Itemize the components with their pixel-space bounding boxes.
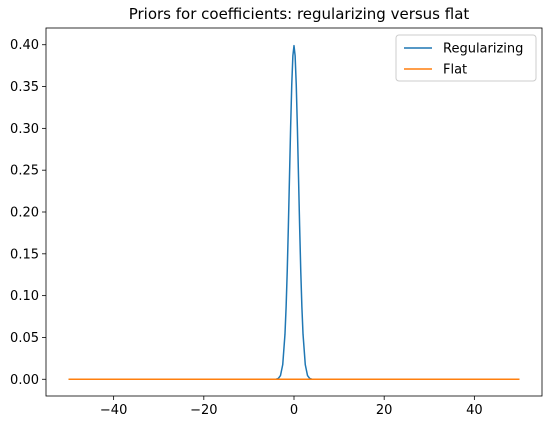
y-tick-label: 0.10 (10, 289, 39, 304)
x-tick-label: 0 (290, 403, 298, 418)
y-tick-label: 0.35 (10, 80, 39, 95)
y-tick-label: 0.25 (10, 164, 39, 179)
x-tick-label: −20 (190, 403, 217, 418)
plot-layer (68, 44, 520, 381)
series-line-regularizing (68, 44, 520, 381)
x-tick-label: −40 (100, 403, 127, 418)
x-tick-label: 20 (376, 403, 393, 418)
chart-title: Priors for coefficients: regularizing ve… (129, 5, 470, 23)
legend: Regularizing Flat (395, 34, 537, 82)
legend-label: Flat (443, 63, 467, 78)
y-tick-label: 0.20 (10, 206, 39, 221)
legend-label: Regularizing (443, 42, 523, 57)
y-tick-label: 0.30 (10, 122, 39, 137)
y-tick-label: 0.15 (10, 247, 39, 262)
axes-frame (45, 27, 543, 397)
y-tick-label: 0.05 (10, 331, 39, 346)
axes-layer: −40 −20 0 20 40 0.00 0.05 0.10 0.15 0.20 0.25 0.30 0… (10, 27, 543, 418)
x-tick-label: 40 (466, 403, 483, 418)
y-tick-label: 0.00 (10, 373, 39, 388)
y-tick-label: 0.40 (10, 38, 39, 53)
